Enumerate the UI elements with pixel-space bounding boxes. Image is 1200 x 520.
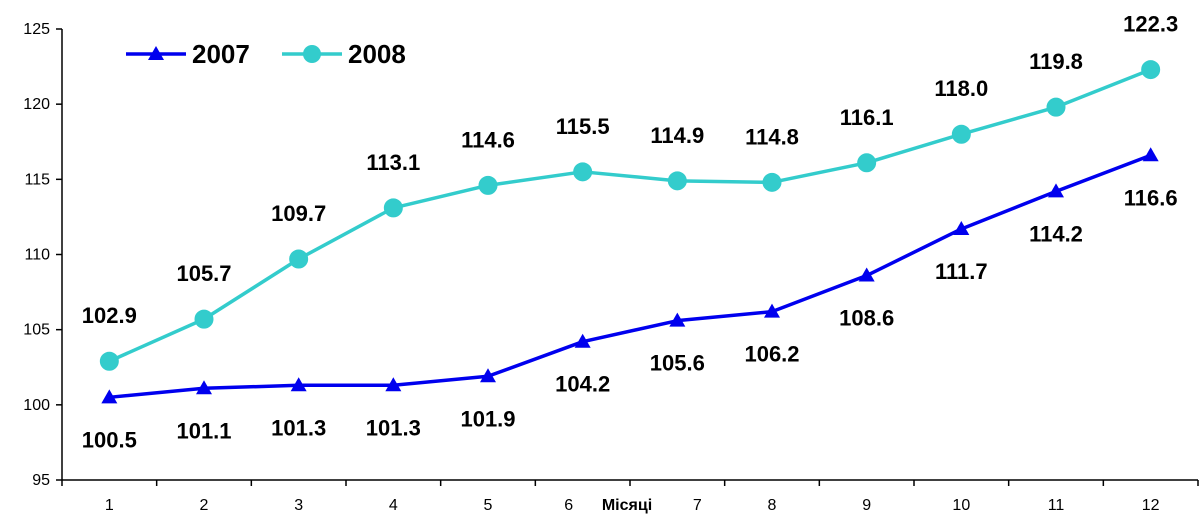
y-tick-label: 100 bbox=[23, 397, 50, 414]
data-label-2007: 100.5 bbox=[82, 427, 137, 452]
data-point-2008 bbox=[1141, 60, 1161, 80]
legend-marker-2008 bbox=[303, 45, 321, 63]
data-point-2007 bbox=[858, 267, 875, 282]
data-point-2007 bbox=[764, 303, 780, 318]
data-label-2007: 101.1 bbox=[176, 418, 231, 443]
y-tick-label: 105 bbox=[23, 322, 50, 339]
x-axis-title: Місяці bbox=[602, 497, 652, 514]
data-label-2007: 114.2 bbox=[1029, 221, 1083, 246]
y-axis-ticks: 95 100 105 110 115 120 125 bbox=[23, 21, 62, 489]
data-point-2008 bbox=[289, 249, 309, 269]
data-label-2008: 114.6 bbox=[461, 127, 515, 152]
data-point-2007 bbox=[385, 377, 402, 392]
x-tick-label: 7 bbox=[693, 497, 702, 514]
data-point-2007 bbox=[480, 368, 496, 383]
data-point-2008 bbox=[667, 171, 687, 191]
legend-marker-2007 bbox=[148, 46, 164, 60]
y-tick-label: 125 bbox=[23, 21, 50, 38]
data-point-2008 bbox=[478, 175, 498, 195]
x-tick-label: 8 bbox=[768, 497, 777, 514]
data-point-2008 bbox=[857, 153, 877, 173]
data-label-2007: 105.6 bbox=[650, 351, 705, 376]
series-2007: 100.5 101.1 101.3 101.3 101.9 104.2 105.6 106.2… bbox=[82, 147, 1178, 452]
data-point-2008 bbox=[762, 172, 782, 192]
data-label-2007: 101.3 bbox=[271, 415, 326, 440]
data-label-2008: 114.9 bbox=[650, 123, 704, 148]
data-point-2007 bbox=[574, 333, 591, 348]
data-label-2007: 106.2 bbox=[744, 342, 799, 367]
data-label-2008: 122.3 bbox=[1123, 12, 1178, 37]
data-point-2007 bbox=[196, 380, 212, 395]
data-label-2008: 119.8 bbox=[1029, 49, 1083, 74]
data-label-2008: 114.8 bbox=[745, 124, 799, 149]
legend-label-2007: 2007 bbox=[192, 39, 250, 69]
data-label-2007: 104.2 bbox=[555, 372, 610, 397]
x-tick-label: 1 bbox=[105, 497, 114, 514]
x-tick-label: 4 bbox=[389, 497, 398, 514]
data-point-2007 bbox=[1048, 183, 1064, 198]
data-label-2008: 102.9 bbox=[82, 303, 137, 328]
axes bbox=[61, 29, 1198, 481]
x-tick-label: 12 bbox=[1142, 497, 1160, 514]
data-label-2007: 108.6 bbox=[839, 306, 894, 331]
data-point-2008 bbox=[383, 198, 403, 218]
data-point-2007 bbox=[1142, 147, 1159, 162]
y-tick-label: 95 bbox=[32, 472, 50, 489]
data-point-2007 bbox=[290, 377, 307, 392]
legend-item-2008: 2008 bbox=[282, 39, 406, 69]
x-tick-label: 10 bbox=[952, 497, 970, 514]
data-label-2008: 115.5 bbox=[556, 114, 610, 139]
x-tick-label: 5 bbox=[484, 497, 493, 514]
data-label-2008: 105.7 bbox=[176, 261, 231, 286]
x-axis-ticks: 1 2 3 4 5 6 7 8 9 10 11 12 bbox=[61, 480, 1199, 514]
data-label-2007: 111.7 bbox=[935, 259, 988, 284]
data-point-2007 bbox=[669, 312, 686, 327]
data-label-2008: 113.1 bbox=[366, 150, 420, 175]
data-point-2008 bbox=[1046, 97, 1066, 117]
y-tick-label: 110 bbox=[24, 247, 50, 264]
data-point-2007 bbox=[953, 220, 970, 235]
data-point-2008 bbox=[194, 309, 214, 329]
legend-label-2008: 2008 bbox=[348, 39, 406, 69]
y-tick-label: 115 bbox=[24, 171, 50, 188]
series-layer: 100.5 101.1 101.3 101.3 101.9 104.2 105.6 106.2… bbox=[82, 12, 1178, 453]
data-label-2007: 101.3 bbox=[366, 415, 421, 440]
series-line-2007 bbox=[109, 153, 1152, 400]
data-point-2008 bbox=[99, 351, 119, 371]
data-point-2008 bbox=[951, 124, 971, 144]
legend-item-2007: 2007 bbox=[126, 39, 250, 69]
series-line-2008 bbox=[108, 67, 1152, 363]
x-tick-label: 9 bbox=[862, 497, 871, 514]
data-label-2008: 109.7 bbox=[271, 201, 326, 226]
data-label-2008: 118.0 bbox=[934, 76, 988, 101]
data-point-2007 bbox=[101, 389, 118, 404]
data-label-2007: 101.9 bbox=[460, 406, 515, 431]
x-tick-label: 3 bbox=[294, 497, 303, 514]
data-label-2008: 116.1 bbox=[840, 105, 894, 130]
data-label-2007: 116.6 bbox=[1124, 185, 1178, 210]
x-tick-label: 6 bbox=[564, 497, 573, 514]
y-tick-label: 120 bbox=[23, 96, 50, 113]
legend: 2007 2008 bbox=[126, 39, 406, 69]
x-tick-label: 2 bbox=[200, 497, 209, 514]
x-tick-label: 11 bbox=[1048, 497, 1065, 514]
data-point-2008 bbox=[573, 162, 593, 182]
series-2008: 102.9 105.7 109.7 113.1 114.6 115.5 114.9 114.8… bbox=[82, 12, 1178, 371]
